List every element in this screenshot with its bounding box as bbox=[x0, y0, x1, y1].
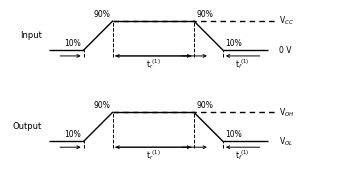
Text: V$_{OH}$: V$_{OH}$ bbox=[280, 106, 295, 119]
Text: t$_f$$^{(1)}$: t$_f$$^{(1)}$ bbox=[236, 148, 250, 162]
Text: V$_{OL}$: V$_{OL}$ bbox=[280, 135, 294, 148]
Text: 10%: 10% bbox=[225, 39, 242, 48]
Text: t$_r$$^{(1)}$: t$_r$$^{(1)}$ bbox=[146, 148, 161, 162]
Text: 90%: 90% bbox=[93, 10, 110, 19]
Text: 90%: 90% bbox=[197, 10, 213, 19]
Text: 0 V: 0 V bbox=[280, 46, 292, 55]
Text: 10%: 10% bbox=[225, 130, 242, 139]
Text: 10%: 10% bbox=[64, 39, 81, 48]
Text: Input: Input bbox=[20, 31, 42, 40]
Text: V$_{CC}$: V$_{CC}$ bbox=[280, 15, 294, 27]
Text: Output: Output bbox=[12, 122, 42, 131]
Text: t$_r$$^{(1)}$: t$_r$$^{(1)}$ bbox=[146, 57, 161, 71]
Text: 90%: 90% bbox=[197, 101, 213, 110]
Text: 90%: 90% bbox=[93, 101, 110, 110]
Text: 10%: 10% bbox=[64, 130, 81, 139]
Text: t$_f$$^{(1)}$: t$_f$$^{(1)}$ bbox=[236, 57, 250, 71]
